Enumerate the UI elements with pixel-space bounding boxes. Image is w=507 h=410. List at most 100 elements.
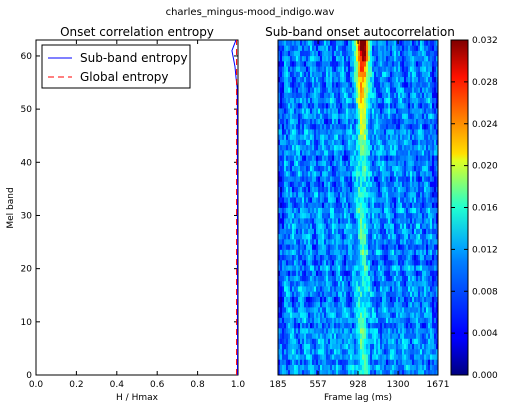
heatmap-cell (336, 317, 339, 324)
heatmap-cell (298, 265, 301, 271)
heatmap-cell (338, 291, 341, 297)
heatmap-cell (344, 348, 347, 355)
heatmap-cell (314, 113, 317, 119)
heatmap-cell (354, 87, 357, 93)
heatmap-cell (322, 212, 325, 219)
heatmap-cell (424, 228, 427, 235)
heatmap-cell (288, 160, 291, 167)
heatmap-cell (306, 139, 309, 146)
heatmap-cell (372, 254, 375, 261)
heatmap-cell (380, 233, 383, 240)
heatmap-cell (284, 327, 287, 334)
heatmap-cell (412, 259, 415, 266)
heatmap-cell (386, 50, 389, 57)
heatmap-cell (430, 76, 433, 83)
heatmap-cell (378, 155, 381, 161)
heatmap-cell (348, 343, 351, 350)
heatmap-cell (378, 134, 381, 140)
heatmap-cell (398, 191, 401, 198)
heatmap-cell (310, 102, 313, 109)
heatmap-cell (354, 275, 357, 282)
heatmap-cell (332, 249, 335, 256)
heatmap-cell (322, 333, 325, 339)
heatmap-cell (404, 123, 407, 130)
heatmap-cell (418, 66, 421, 72)
heatmap-cell (434, 149, 437, 156)
heatmap-cell (350, 233, 353, 240)
heatmap-cell (398, 322, 401, 329)
heatmap-cell (358, 275, 361, 282)
heatmap-cell (312, 270, 315, 276)
heatmap-cell (298, 238, 301, 245)
heatmap-cell (378, 139, 381, 146)
heatmap-cell (310, 128, 313, 135)
heatmap-cell (392, 55, 395, 62)
heatmap-cell (362, 197, 365, 203)
heatmap-cell (346, 55, 349, 62)
heatmap-cell (312, 286, 315, 292)
heatmap-cell (414, 301, 417, 308)
heatmap-cell (346, 60, 349, 67)
heatmap-cell (432, 291, 435, 297)
heatmap-cell (420, 165, 423, 172)
heatmap-cell (310, 217, 313, 224)
heatmap-cell (360, 228, 363, 235)
heatmap-cell (388, 249, 391, 256)
heatmap-cell (354, 249, 357, 256)
heatmap-cell (428, 87, 431, 93)
heatmap-cell (322, 55, 325, 62)
heatmap-cell (338, 155, 341, 161)
heatmap-cell (380, 128, 383, 135)
heatmap-cell (342, 338, 345, 344)
heatmap-cell (416, 128, 419, 135)
heatmap-cell (306, 217, 309, 224)
heatmap-cell (394, 359, 397, 365)
heatmap-cell (392, 364, 395, 371)
heatmap-cell (392, 317, 395, 324)
heatmap-cell (304, 118, 307, 125)
heatmap-cell (414, 155, 417, 161)
heatmap-cell (416, 338, 419, 344)
heatmap-cell (288, 55, 291, 62)
heatmap-cell (384, 291, 387, 297)
heatmap-cell (280, 228, 283, 235)
heatmap-cell (278, 301, 281, 308)
heatmap-cell (424, 102, 427, 109)
heatmap-cell (426, 144, 429, 151)
heatmap-cell (300, 217, 303, 224)
heatmap-cell (280, 92, 283, 98)
heatmap-cell (278, 333, 281, 339)
heatmap-cell (296, 87, 299, 93)
heatmap-cell (334, 191, 337, 198)
heatmap-cell (370, 87, 373, 93)
heatmap-cell (310, 92, 313, 98)
heatmap-cell (432, 181, 435, 187)
heatmap-cell (352, 118, 355, 125)
heatmap-cell (426, 369, 429, 375)
heatmap-cell (280, 60, 283, 67)
heatmap-cell (322, 149, 325, 156)
heatmap-cell (314, 76, 317, 83)
heatmap-cell (432, 97, 435, 104)
heatmap-cell (436, 149, 438, 156)
heatmap-cell (364, 165, 367, 172)
heatmap-cell (404, 170, 407, 177)
heatmap-cell (290, 113, 293, 119)
heatmap-cell (348, 113, 351, 119)
heatmap-cell (324, 343, 327, 350)
heatmap-cell (302, 259, 305, 266)
heatmap-cell (348, 286, 351, 292)
heatmap-cell (354, 296, 357, 303)
heatmap-cell (390, 212, 393, 219)
heatmap-cell (302, 238, 305, 245)
heatmap-cell (412, 333, 415, 339)
heatmap-cell (344, 66, 347, 72)
heatmap-cell (328, 291, 331, 297)
heatmap-cell (402, 327, 405, 334)
heatmap-cell (330, 92, 333, 98)
heatmap-cell (314, 207, 317, 214)
heatmap-cell (414, 228, 417, 235)
heatmap-cell (280, 134, 283, 140)
heatmap-cell (368, 333, 371, 339)
heatmap-cell (326, 197, 329, 203)
